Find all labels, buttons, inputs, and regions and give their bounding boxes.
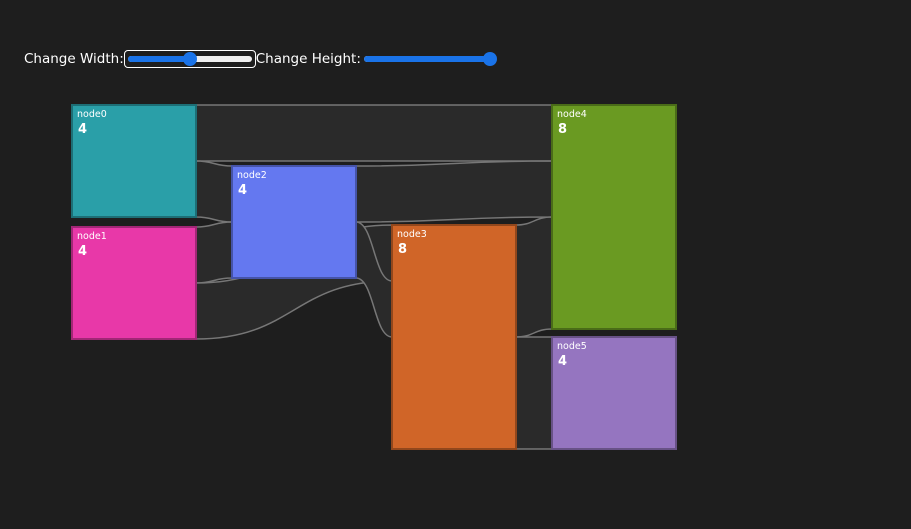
node-value-node0: 4 — [78, 122, 87, 137]
node-label-node3: node3 — [397, 229, 427, 240]
sankey-node-node4[interactable]: node4 8 — [551, 104, 677, 330]
width-label: Change Width: — [24, 51, 124, 67]
link-node2-node4[interactable] — [355, 160, 553, 223]
node-value-node5: 4 — [558, 354, 567, 369]
node-rect-node0[interactable] — [71, 104, 197, 218]
node-rect-node2[interactable] — [231, 165, 357, 279]
link-node0-node4[interactable] — [195, 104, 553, 162]
node-label-node2: node2 — [237, 170, 267, 181]
node-rect-node5[interactable] — [551, 336, 677, 450]
link-node1-node2[interactable] — [195, 221, 233, 284]
link-node0-node2[interactable] — [195, 160, 233, 223]
node-value-node4: 8 — [558, 122, 567, 137]
width-slider-fill — [127, 56, 190, 62]
height-slider-fill — [363, 56, 490, 62]
node-label-node4: node4 — [557, 109, 587, 120]
controls-bar: Change Width: Change Height: — [24, 48, 497, 70]
node-value-node1: 4 — [78, 244, 87, 259]
node-label-node1: node1 — [77, 231, 107, 242]
width-slider[interactable] — [123, 50, 256, 68]
node-value-node2: 4 — [238, 183, 247, 198]
node-rect-node4[interactable] — [551, 104, 677, 330]
sankey-node-node1[interactable]: node1 4 — [71, 226, 197, 340]
width-slider-thumb[interactable] — [182, 52, 197, 66]
node-label-node0: node0 — [77, 109, 107, 120]
height-slider-thumb[interactable] — [482, 52, 497, 66]
node-label-node5: node5 — [557, 341, 587, 352]
node-rect-node3[interactable] — [391, 224, 517, 450]
link-node3-node5[interactable] — [515, 336, 553, 450]
height-slider-track — [363, 52, 497, 66]
width-slider-track — [127, 52, 252, 66]
node-rect-node1[interactable] — [71, 226, 197, 340]
node-value-node3: 8 — [398, 242, 407, 257]
link-node3-node4[interactable] — [515, 216, 553, 338]
sankey-node-node5[interactable]: node5 4 — [551, 336, 677, 450]
sankey-links — [195, 104, 553, 450]
sankey-nodes: node0 4 node1 4 node2 4 node3 8 node4 8 node5 4 — [71, 104, 677, 450]
sankey-node-node3[interactable]: node3 8 — [391, 224, 517, 450]
height-label: Change Height: — [255, 51, 361, 67]
height-slider[interactable] — [361, 50, 497, 68]
sankey-node-node0[interactable]: node0 4 — [71, 104, 197, 218]
sankey-node-node2[interactable]: node2 4 — [231, 165, 357, 279]
